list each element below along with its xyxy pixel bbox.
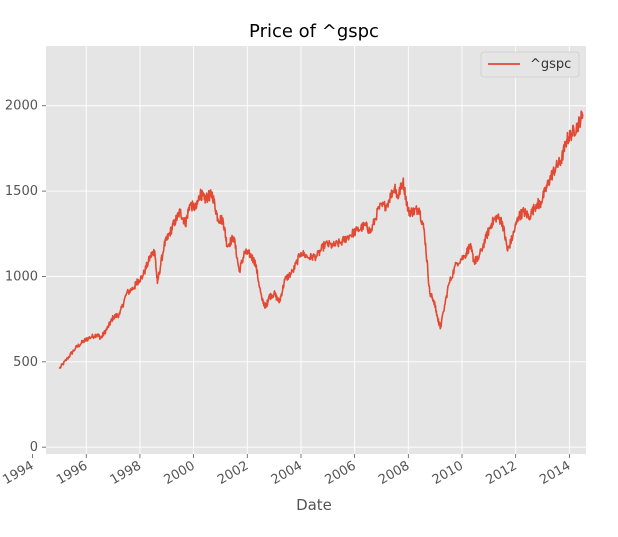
series-line-gspc <box>58 110 584 369</box>
x-tick-label: 2014 <box>537 458 573 488</box>
y-axis-ticks: 0 500 1000 1500 2000 <box>5 99 46 455</box>
x-tick-label: 2000 <box>161 458 197 488</box>
series-layer <box>58 110 584 369</box>
y-tick-label: 0 <box>30 440 38 455</box>
x-tick-label: 1996 <box>54 458 90 488</box>
chart-title: Price of ^gspc <box>249 21 379 42</box>
x-tick-label: 1998 <box>108 458 144 488</box>
x-tick-label: 1994 <box>0 458 36 488</box>
y-tick-label: 1000 <box>5 269 38 284</box>
x-tick-label: 2012 <box>484 458 520 488</box>
y-tick-label: 500 <box>13 355 38 370</box>
x-tick-label: 2002 <box>215 458 251 488</box>
y-tick-label: 1500 <box>5 184 38 199</box>
x-axis-ticks: 1994 1996 1998 2000 2002 2004 2006 2008 2010 2012… <box>0 454 573 488</box>
x-tick-label: 2006 <box>322 458 358 488</box>
grid-lines <box>46 46 586 454</box>
x-tick-label: 2008 <box>376 458 412 488</box>
plot-area <box>46 46 586 454</box>
legend-box <box>480 51 580 78</box>
legend-label-gspc: ^gspc <box>530 57 571 72</box>
x-tick-label: 2004 <box>269 458 305 488</box>
legend: ^gspc <box>480 51 580 78</box>
x-axis-label: Date <box>296 496 332 514</box>
y-tick-label: 2000 <box>5 99 38 114</box>
x-tick-label: 2010 <box>430 458 466 488</box>
